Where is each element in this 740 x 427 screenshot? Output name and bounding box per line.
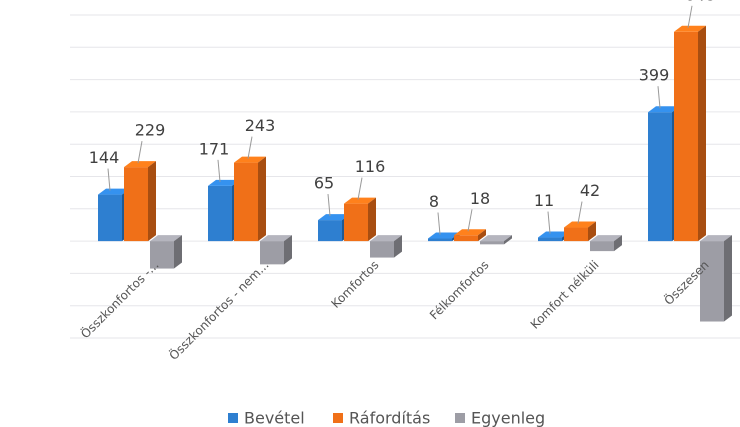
bar-front	[564, 227, 588, 242]
value-label: 65	[314, 174, 334, 193]
bar-top	[124, 161, 156, 168]
bar-front	[98, 194, 122, 242]
bar	[234, 156, 266, 242]
bar-side	[394, 235, 402, 258]
bar-front	[428, 238, 452, 242]
value-label: 229	[135, 121, 166, 140]
bar-top	[454, 229, 486, 236]
bar-top	[648, 106, 680, 113]
value-label: 116	[355, 157, 386, 176]
bar-front	[538, 237, 562, 242]
bar-front	[344, 203, 368, 242]
bar-side	[258, 156, 266, 242]
bar-front	[124, 167, 148, 242]
leader-line	[217, 159, 221, 182]
bar-top	[234, 156, 266, 163]
legend-swatch	[228, 413, 238, 423]
bar-front	[208, 185, 232, 242]
bar-side	[174, 235, 182, 269]
bar	[124, 161, 156, 242]
bar-front	[674, 31, 698, 242]
leader-line	[107, 168, 111, 191]
leader-line	[327, 194, 331, 217]
bar-top	[260, 235, 292, 242]
x-tick-label: Komfortos	[328, 258, 381, 311]
bar	[700, 235, 732, 322]
value-label: 11	[534, 191, 554, 210]
leader-line	[137, 141, 143, 164]
x-tick-label: Összkonfortos - nem...	[165, 256, 271, 362]
bar-top	[370, 235, 402, 242]
value-label: 648	[685, 0, 716, 4]
bar	[454, 229, 486, 242]
bar-front	[648, 112, 672, 242]
bar-front	[700, 241, 724, 322]
bar-side	[724, 235, 732, 322]
bar-top	[590, 235, 622, 242]
bar-side	[614, 235, 622, 252]
leader-line	[437, 212, 441, 235]
legend-label: Bevétel	[244, 409, 305, 427]
bar-front	[480, 241, 504, 245]
x-tick-label: Komfort nélküli	[528, 258, 602, 332]
bar-side	[284, 235, 292, 265]
legend-label: Ráfordítás	[349, 409, 430, 427]
bar-top	[98, 188, 130, 195]
bar-top	[428, 232, 460, 239]
bar-front	[370, 241, 394, 258]
legend-label: Egyenleg	[471, 409, 545, 427]
bar-top	[150, 235, 182, 242]
bar-side	[368, 197, 376, 242]
bar-top	[564, 221, 596, 228]
bar-top	[344, 197, 376, 204]
leader-line	[577, 201, 583, 224]
bar	[370, 235, 402, 258]
bar	[590, 235, 622, 252]
bar	[150, 235, 182, 269]
leader-line	[547, 211, 551, 234]
bar-top	[674, 25, 706, 32]
bar-top	[538, 231, 570, 238]
bar-front	[454, 235, 478, 242]
bar-top	[208, 179, 240, 186]
bar	[564, 221, 596, 242]
legend-swatch	[333, 413, 343, 423]
value-label: 171	[199, 139, 230, 158]
value-label: 399	[639, 66, 670, 85]
bar-side	[148, 161, 156, 242]
value-label: 8	[429, 192, 439, 211]
bar-side	[504, 235, 512, 245]
bar-side	[698, 25, 706, 242]
bar-front	[234, 162, 258, 242]
bar-front	[260, 241, 284, 265]
bar-front	[590, 241, 614, 252]
leader-line	[247, 136, 253, 159]
x-tick-label: Összkonfortos -...	[77, 256, 162, 341]
bar	[260, 235, 292, 265]
bar-side	[478, 229, 486, 242]
bar-top	[318, 214, 350, 221]
x-tick-label: Félkomfortos	[427, 258, 492, 323]
bar	[480, 235, 512, 245]
value-label: 144	[89, 148, 120, 167]
legend-swatch	[455, 413, 465, 423]
bar	[674, 25, 706, 242]
value-label: 18	[470, 189, 490, 208]
bar-side	[588, 221, 596, 242]
bar-front	[318, 220, 342, 242]
leader-line	[687, 5, 693, 28]
value-label: 42	[580, 181, 600, 200]
bar-top	[480, 235, 512, 242]
bar	[344, 197, 376, 242]
leader-line	[467, 209, 473, 232]
bar-front	[150, 241, 174, 269]
bar-top	[700, 235, 732, 242]
leader-line	[357, 177, 363, 200]
leader-line	[657, 86, 661, 109]
value-label: 243	[245, 116, 276, 135]
